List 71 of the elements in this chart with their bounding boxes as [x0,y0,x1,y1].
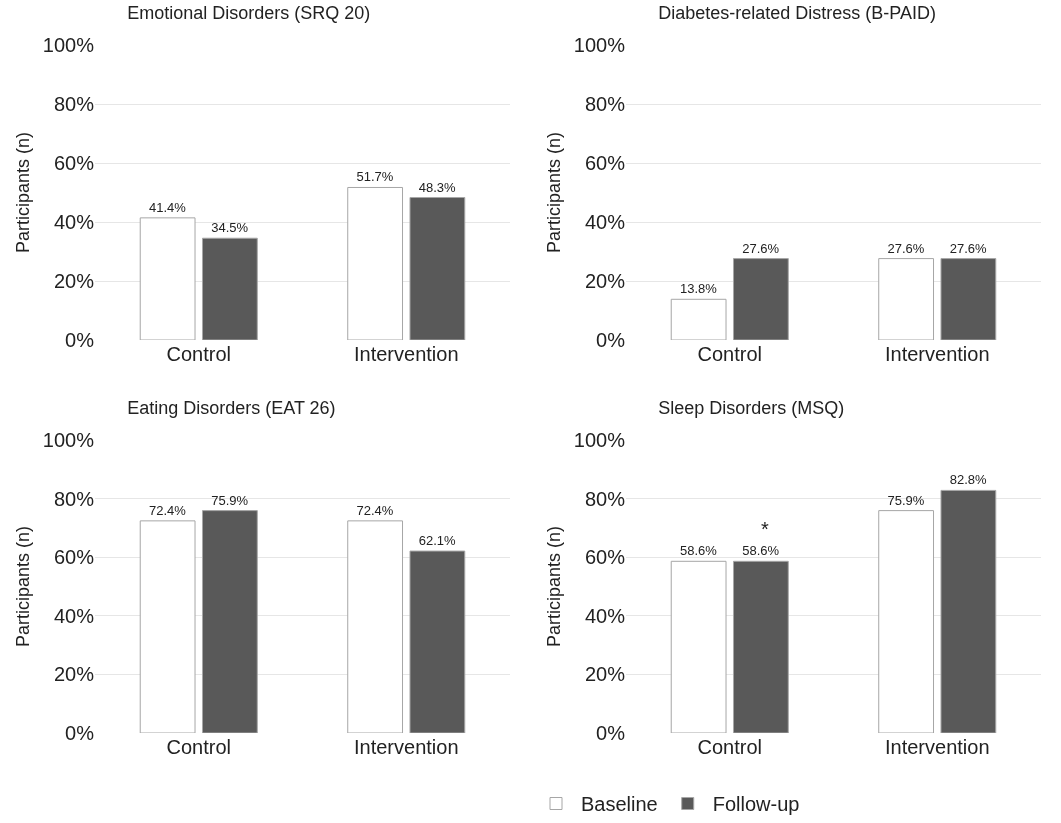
y-tick-label: 0% [65,722,95,744]
legend-label: Follow-up [712,793,800,816]
bar [201,510,258,733]
bar [139,217,196,340]
y-tick-label: 80% [584,487,626,510]
chart-title: Sleep Disorders (MSQ) [658,398,845,419]
y-axis-title: Participants (n) [544,525,565,648]
chart-title: Diabetes-related Distress (B-PAID) [658,2,936,23]
x-tick-label: Control [697,736,762,758]
bar [201,237,258,340]
y-tick-label: 40% [584,211,626,233]
data-label: 27.6% [887,240,925,256]
y-axis-title: Participants (n) [13,131,34,254]
bar [347,520,404,733]
chart-title: Emotional Disorders (SRQ 20) [127,2,371,23]
y-tick-label: 80% [584,93,626,115]
data-label: 72.4% [356,502,394,518]
bar [139,520,196,733]
y-tick-label: 40% [584,604,626,627]
data-label: 75.9% [211,492,249,508]
y-tick-label: 80% [53,487,95,510]
data-label: 27.6% [742,240,780,256]
y-tick-label: 100% [42,429,95,451]
bar [940,489,997,733]
bar [409,197,466,340]
data-label: 75.9% [887,492,925,508]
y-tick-label: 60% [53,152,95,174]
y-axis-title: Participants (n) [544,131,565,254]
x-tick-label: Control [166,343,231,365]
y-tick-label: 100% [42,34,95,56]
x-tick-label: Intervention [884,343,990,365]
y-tick-label: 0% [596,722,626,744]
data-label: 82.8% [949,472,988,488]
legend-label: Baseline [581,793,658,816]
y-tick-label: 0% [596,329,626,351]
x-tick-label: Control [697,343,762,365]
y-tick-label: 20% [584,270,626,292]
annotation: * [761,518,769,540]
y-tick-label: 20% [53,663,95,686]
data-label: 72.4% [148,502,187,518]
data-label: 62.1% [418,533,457,549]
data-label: 27.6% [949,240,988,256]
y-tick-label: 60% [584,546,626,569]
x-tick-label: Intervention [353,736,459,758]
y-tick-label: 100% [573,429,626,451]
data-label: 41.4% [148,199,187,215]
y-tick-label: 20% [53,270,95,292]
bar [670,560,727,733]
y-tick-label: 40% [53,604,95,627]
data-label: 58.6% [742,543,780,559]
y-tick-label: 40% [53,211,95,233]
data-label: 51.7% [356,169,394,185]
data-label: 58.6% [679,543,718,559]
y-tick-label: 0% [65,329,95,351]
x-tick-label: Intervention [353,343,459,365]
y-tick-label: 60% [584,152,626,174]
y-tick-label: 20% [584,663,626,686]
y-axis-title: Participants (n) [13,525,34,648]
bar [409,550,466,733]
data-label: 34.5% [211,220,249,236]
y-tick-label: 80% [53,93,95,115]
y-tick-label: 60% [53,546,95,569]
x-tick-label: Intervention [884,736,990,758]
chart-title: Eating Disorders (EAT 26) [127,398,336,419]
data-label: 48.3% [418,179,457,195]
x-tick-label: Control [166,736,231,758]
bar [347,186,404,340]
bar [878,510,935,733]
y-tick-label: 100% [573,34,626,56]
data-label: 13.8% [679,281,718,297]
bar [732,560,789,733]
